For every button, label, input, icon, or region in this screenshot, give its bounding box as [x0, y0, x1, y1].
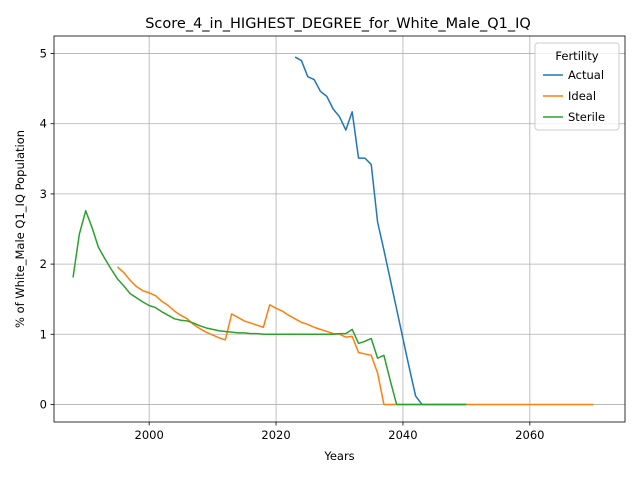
x-tick-label: 2040 [388, 428, 417, 442]
x-tick-label: 2000 [135, 428, 164, 442]
y-tick-label: 0 [40, 397, 47, 411]
y-axis-ticks: 0 1 2 3 4 5 [40, 47, 54, 411]
x-tick-label: 2020 [261, 428, 290, 442]
plot-frame [53, 35, 626, 423]
y-tick-label: 2 [40, 257, 47, 271]
y-tick-label: 5 [40, 47, 47, 61]
y-tick-label: 3 [40, 187, 47, 201]
legend-title: Fertility [555, 49, 598, 63]
legend-frame [534, 42, 620, 131]
data-lines [72, 56, 594, 406]
legend-label-actual: Actual [568, 68, 604, 82]
y-tick-label: 4 [40, 117, 47, 131]
x-tick-label: 2060 [515, 428, 544, 442]
series-line-ideal [116, 266, 594, 406]
x-axis-ticks: 2000 2020 2040 2060 [135, 422, 544, 442]
legend: Fertility Actual Ideal Sterile [534, 42, 620, 131]
series-line-actual [294, 56, 467, 406]
y-tick-label: 1 [40, 327, 47, 341]
x-axis-label: Years [323, 449, 354, 463]
y-axis-label: % of White_Male Q1_IQ Population [13, 130, 27, 328]
chart-title: Score_4_in_HIGHEST_DEGREE_for_White_Male… [145, 16, 531, 32]
series-line-sterile [72, 210, 467, 406]
legend-label-sterile: Sterile [568, 110, 605, 124]
legend-label-ideal: Ideal [568, 89, 596, 103]
